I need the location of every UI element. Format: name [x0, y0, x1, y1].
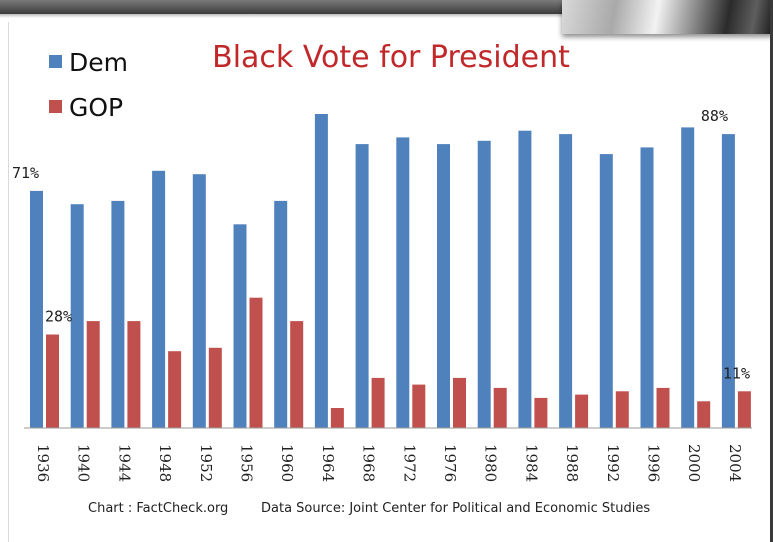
- bar-dem-1968: [355, 144, 369, 428]
- bar-dem-1972: [396, 137, 410, 428]
- data-labels: 71% 28% 88% 11%: [12, 107, 750, 382]
- x-tick-1992: 1992: [604, 444, 622, 482]
- bar-gop-1956: [249, 297, 263, 428]
- bar-dem-1996: [640, 147, 654, 428]
- x-tick-1952: 1952: [197, 444, 215, 482]
- bar-dem-1992: [599, 154, 613, 428]
- x-tick-1984: 1984: [522, 444, 540, 482]
- bar-dem-2004: [721, 134, 735, 428]
- x-tick-2000: 2000: [685, 444, 703, 482]
- x-tick-1960: 1960: [278, 444, 296, 482]
- data-label-dem-1936: 71%: [12, 164, 39, 182]
- right-border: [770, 0, 773, 542]
- bar-dem-1956: [233, 224, 247, 428]
- data-label-gop-2004: 11%: [723, 364, 750, 382]
- x-tick-1968: 1968: [360, 444, 378, 482]
- bar-dem-1960: [274, 200, 288, 428]
- x-tick-1948: 1948: [156, 444, 174, 482]
- bar-gop-1984: [534, 397, 548, 428]
- bar-gop-1988: [575, 394, 589, 428]
- legend-label-dem: Dem: [69, 48, 128, 77]
- bars-group: [30, 114, 751, 429]
- bar-gop-1996: [656, 387, 670, 428]
- bar-gop-2000: [697, 401, 711, 428]
- data-label-dem-2004: 88%: [701, 107, 728, 125]
- bar-dem-1976: [437, 144, 450, 428]
- data-label-gop-1936: 28%: [45, 308, 72, 326]
- x-tick-labels: 1936 1940 1944 1948 1952 1956 1960 1964 1968 1972…: [34, 444, 744, 482]
- legend-swatch-dem: [49, 55, 62, 68]
- bar-dem-1964: [314, 114, 328, 428]
- x-tick-1972: 1972: [400, 444, 418, 482]
- bar-gop-1948: [168, 351, 182, 428]
- bar-gop-1972: [412, 384, 426, 428]
- x-tick-1976: 1976: [441, 444, 459, 482]
- data-source: Data Source: Joint Center for Political …: [261, 501, 650, 516]
- x-tick-1980: 1980: [482, 444, 500, 482]
- x-tick-2004: 2004: [726, 444, 744, 482]
- bar-gop-1980: [493, 387, 507, 428]
- x-tick-1964: 1964: [319, 444, 337, 482]
- bar-gop-2004: [737, 391, 751, 428]
- bar-dem-1948: [152, 170, 166, 429]
- bar-dem-1940: [70, 204, 84, 428]
- x-tick-1944: 1944: [115, 444, 133, 482]
- bar-dem-1936: [30, 190, 43, 428]
- bar-dem-2000: [681, 127, 695, 429]
- bar-gop-1940: [86, 321, 100, 428]
- bar-gop-1968: [371, 377, 385, 428]
- x-tick-1940: 1940: [75, 444, 93, 482]
- bar-dem-1988: [559, 134, 573, 428]
- bar-gop-1944: [127, 321, 141, 428]
- x-tick-1936: 1936: [34, 444, 52, 482]
- photo-thumbnail: [562, 0, 773, 34]
- bar-gop-1992: [615, 391, 629, 428]
- x-tick-1996: 1996: [645, 444, 663, 482]
- bar-gop-1936: [46, 334, 59, 428]
- bar-dem-1980: [477, 140, 491, 429]
- legend-swatch-gop: [49, 100, 62, 113]
- bar-dem-1952: [192, 174, 206, 428]
- bar-gop-1964: [330, 408, 344, 428]
- chart-credit: Chart : FactCheck.org: [88, 501, 228, 516]
- bar-gop-1952: [208, 347, 222, 428]
- x-tick-1956: 1956: [238, 444, 256, 482]
- chart-title: Black Vote for President: [212, 40, 570, 75]
- legend-label-gop: GOP: [69, 93, 123, 122]
- top-border-shadow: [0, 14, 773, 18]
- x-tick-1988: 1988: [563, 444, 581, 482]
- legend: Dem GOP: [49, 48, 128, 122]
- bar-dem-1984: [518, 130, 532, 428]
- bar-gop-1976: [453, 377, 466, 428]
- bar-gop-1960: [290, 321, 304, 428]
- bar-dem-1944: [111, 200, 125, 428]
